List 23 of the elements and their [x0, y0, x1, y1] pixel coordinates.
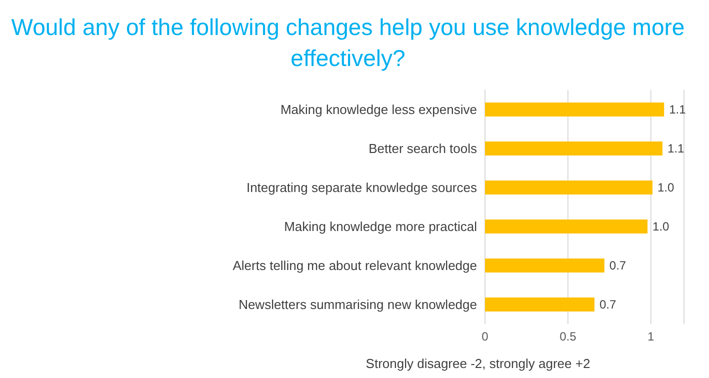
bar [485, 102, 664, 116]
x-axis-title: Strongly disagree -2, strongly agree +2 [366, 356, 590, 371]
bar [485, 141, 662, 156]
x-tick-label: 0 [482, 330, 489, 344]
x-tick-label: 1 [647, 330, 654, 344]
y-tick-label: Making knowledge less expensive [280, 102, 477, 118]
data-label: 1.1 [669, 102, 686, 117]
bar [485, 180, 652, 194]
bar [485, 219, 648, 234]
y-tick-label: Better search tools [368, 141, 478, 156]
y-tick-label: Integrating separate knowledge sources [246, 180, 478, 196]
bar [485, 258, 604, 272]
bar [485, 297, 594, 312]
x-tick-label: 0.5 [560, 330, 577, 344]
chart-title: Would any of the following changes help you use knowledge more effectively? [10, 13, 686, 73]
y-tick-label: Alerts telling me about relevant knowledge [232, 258, 477, 274]
data-label: 0.7 [599, 298, 616, 312]
data-label: 1.0 [657, 180, 674, 195]
y-tick-label: Making knowledge more practical [284, 219, 478, 234]
y-tick-label: Newsletters summarising new knowledge [238, 297, 477, 312]
data-label: 1.0 [652, 220, 670, 234]
data-label: 1.1 [667, 142, 684, 156]
data-label: 0.7 [609, 258, 626, 273]
